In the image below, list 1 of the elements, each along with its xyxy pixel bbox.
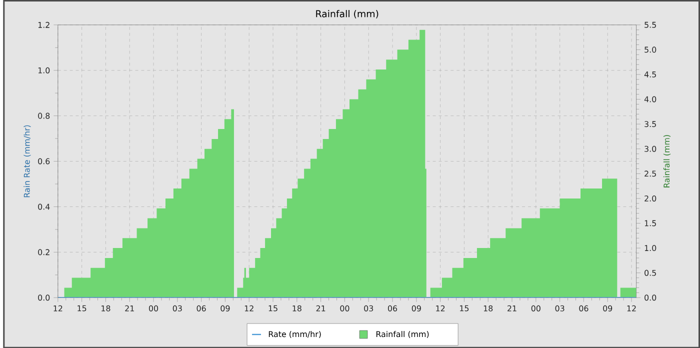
chart-title: Rainfall (mm) [316,10,378,18]
